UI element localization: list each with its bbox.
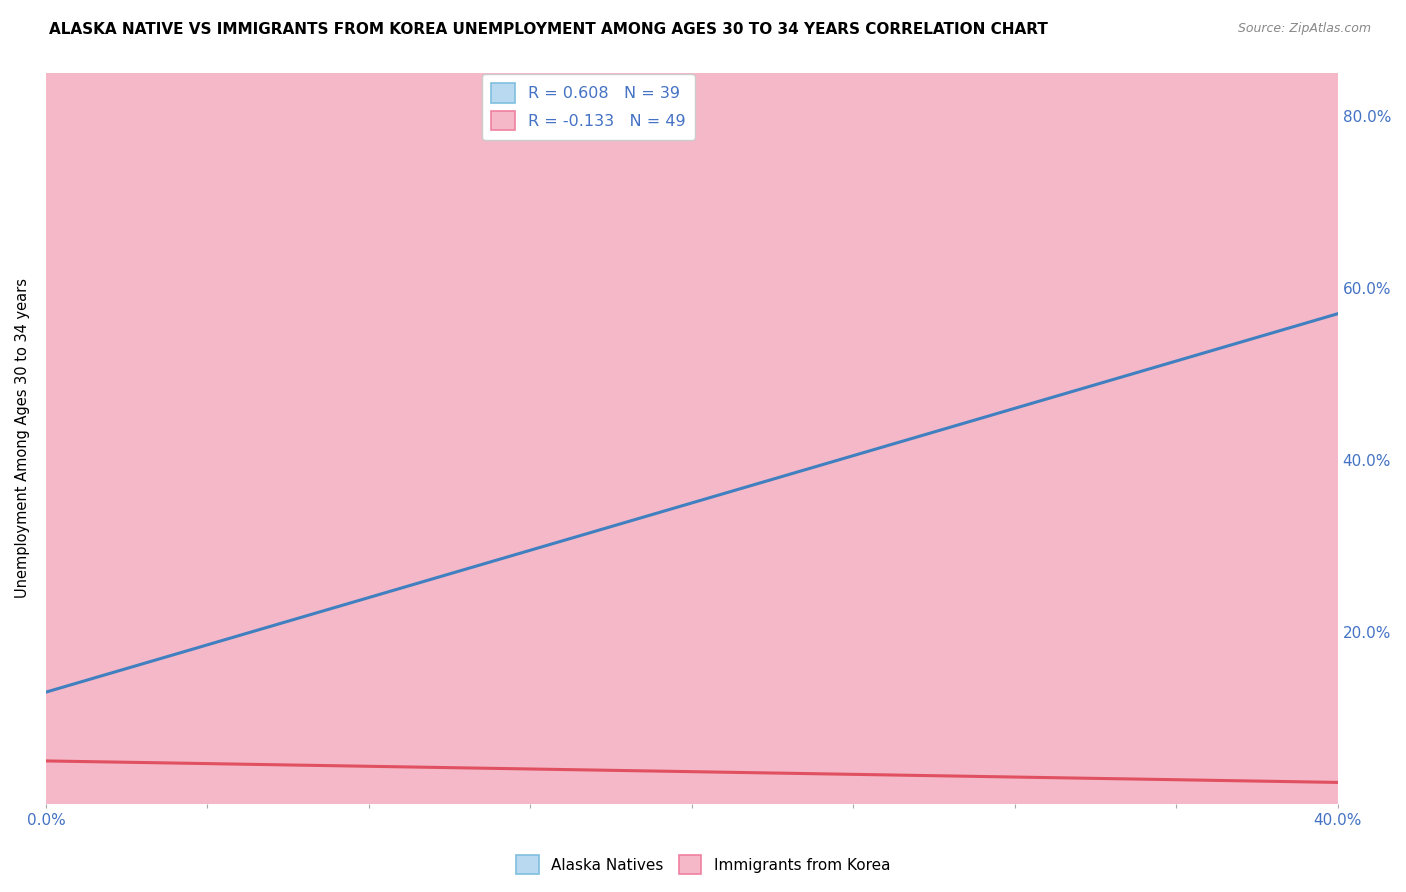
Text: Source: ZipAtlas.com: Source: ZipAtlas.com <box>1237 22 1371 36</box>
Legend: R = 0.608   N = 39, R = -0.133   N = 49: R = 0.608 N = 39, R = -0.133 N = 49 <box>482 74 695 140</box>
Y-axis label: Unemployment Among Ages 30 to 34 years: Unemployment Among Ages 30 to 34 years <box>15 278 30 599</box>
Text: ZIP: ZIP <box>544 400 692 477</box>
Legend: Alaska Natives, Immigrants from Korea: Alaska Natives, Immigrants from Korea <box>509 849 897 880</box>
Text: atlas: atlas <box>692 400 887 477</box>
Text: ALASKA NATIVE VS IMMIGRANTS FROM KOREA UNEMPLOYMENT AMONG AGES 30 TO 34 YEARS CO: ALASKA NATIVE VS IMMIGRANTS FROM KOREA U… <box>49 22 1047 37</box>
